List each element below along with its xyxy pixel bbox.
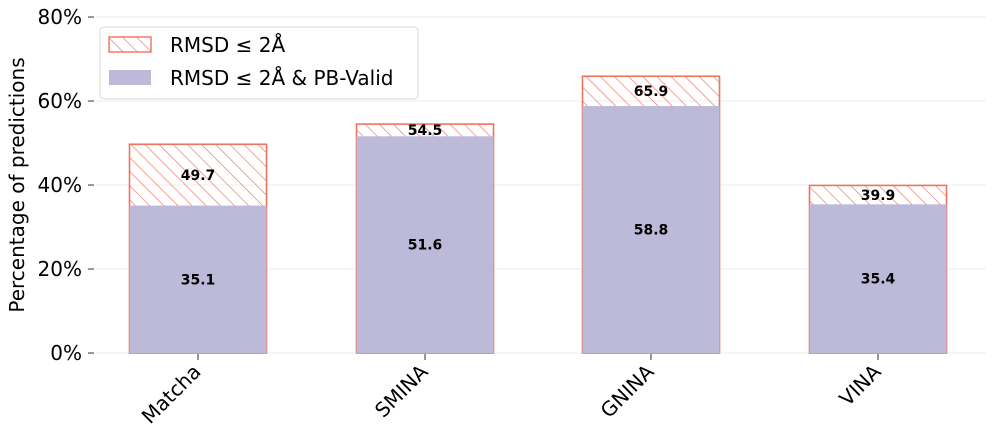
value-label-rmsd: 65.9 xyxy=(634,84,669,100)
legend-swatch-rmsd xyxy=(108,36,152,53)
value-label-pb-valid: 35.4 xyxy=(861,272,896,288)
bar-pb-valid-gnina xyxy=(582,106,720,353)
bar-pb-valid-vina xyxy=(809,204,947,353)
value-label-rmsd: 39.9 xyxy=(861,188,896,204)
y-axis-title: Percentage of predictions xyxy=(5,57,29,312)
y-tick-label: 80% xyxy=(38,5,82,29)
x-tick-label: Matcha xyxy=(137,360,206,429)
x-axis: Matcha SMINA GNINA VINA xyxy=(137,354,886,428)
x-tick-label: SMINA xyxy=(370,359,433,422)
bar-pb-valid-smina xyxy=(356,136,494,353)
x-tick-label: GNINA xyxy=(596,359,659,422)
legend-box xyxy=(99,26,419,100)
value-label-rmsd: 54.5 xyxy=(408,123,443,139)
bars: 49.7 35.1 54.5 51.6 65.9 58.8 39.9 35.4 xyxy=(128,75,948,354)
legend: RMSD ≤ 2Å RMSD ≤ 2Å & PB-Valid xyxy=(99,26,419,100)
value-label-pb-valid: 35.1 xyxy=(181,272,216,288)
y-tick-label: 0% xyxy=(50,341,82,365)
legend-label-pb-valid: RMSD ≤ 2Å & PB-Valid xyxy=(170,66,393,90)
y-tick-label: 60% xyxy=(38,89,82,113)
y-tick-label: 20% xyxy=(38,257,82,281)
x-tick-label: VINA xyxy=(834,359,885,410)
y-tick-label: 40% xyxy=(38,173,82,197)
value-label-rmsd: 49.7 xyxy=(181,168,216,184)
bar-pb-valid-matcha xyxy=(129,205,267,353)
y-axis: 0% 20% 40% 60% 80% xyxy=(38,5,94,365)
value-label-pb-valid: 58.8 xyxy=(634,223,669,239)
value-label-pb-valid: 51.6 xyxy=(408,238,443,254)
legend-swatch-pb-valid xyxy=(109,70,151,85)
legend-label-rmsd: RMSD ≤ 2Å xyxy=(170,33,285,57)
